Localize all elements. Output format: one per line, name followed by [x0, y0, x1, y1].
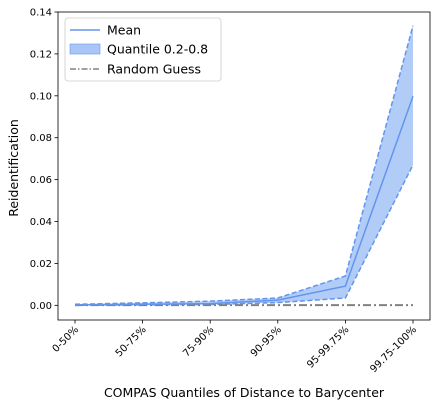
y-tick-label: 0.10 — [30, 91, 52, 102]
y-tick-label: 0.06 — [30, 175, 52, 186]
y-axis-label: Reidentification — [6, 119, 21, 217]
legend-mean-label: Mean — [107, 23, 141, 38]
legend-random-label: Random Guess — [107, 62, 201, 77]
legend-quantile-swatch — [70, 44, 100, 54]
y-tick-label: 0.14 — [30, 8, 52, 19]
y-tick-label: 0.02 — [30, 259, 52, 270]
x-axis-label: COMPAS Quantiles of Distance to Barycent… — [104, 385, 385, 400]
legend-quantile-label: Quantile 0.2-0.8 — [107, 42, 208, 57]
legend: Mean Quantile 0.2-0.8 Random Guess — [65, 18, 221, 81]
y-tick-label: 0.08 — [30, 133, 52, 144]
y-tick-label: 0.04 — [30, 217, 52, 228]
y-tick-label: 0.12 — [30, 49, 52, 60]
y-tick-label: 0.00 — [30, 301, 52, 312]
